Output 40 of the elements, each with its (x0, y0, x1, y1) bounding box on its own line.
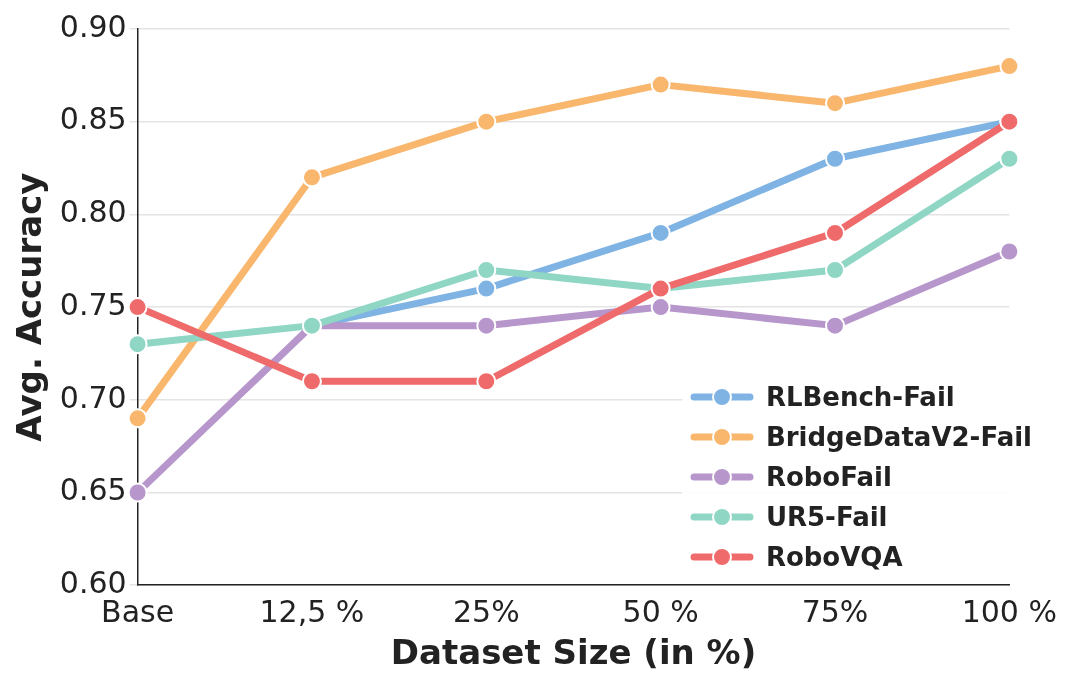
y-tick-label: 0.70 (59, 379, 127, 415)
point (825, 315, 845, 336)
point (127, 482, 148, 503)
point (476, 315, 497, 336)
point (476, 371, 497, 392)
x-tick-label: 12,5 % (259, 594, 365, 629)
point (476, 278, 497, 299)
point (301, 371, 322, 392)
x-axis-title: Dataset Size (in %) (390, 632, 757, 673)
y-axis-title: Avg. Accuracy (9, 172, 50, 442)
y-tick-label: 0.75 (59, 286, 127, 322)
point (999, 148, 1020, 169)
x-tick-label: 100 % (961, 594, 1057, 629)
point (127, 408, 148, 429)
legend-label: RoboVQA (765, 542, 903, 572)
point (999, 241, 1020, 262)
legend-label: RoboFail (765, 462, 892, 492)
x-tick-label: 75% (801, 594, 869, 629)
x-tick-label: 50 % (622, 594, 699, 629)
point (301, 167, 322, 188)
y-tick-label: 0.90 (59, 8, 127, 44)
point (825, 260, 845, 281)
x-tick-label: 25% (452, 594, 520, 629)
y-tick-label: 0.85 (59, 101, 127, 137)
point (650, 74, 671, 95)
point (476, 111, 497, 132)
y-tick-label: 0.80 (59, 194, 127, 230)
point (127, 334, 148, 355)
point (825, 148, 845, 169)
point (825, 222, 845, 243)
point (650, 297, 671, 318)
point (825, 93, 845, 114)
point (476, 260, 497, 281)
legend-label: UR5-Fail (765, 502, 888, 532)
y-tick-label: 0.65 (59, 472, 127, 508)
point (999, 56, 1020, 77)
point (650, 222, 671, 243)
legend-label: BridgeDataV2-Fail (765, 422, 1032, 452)
legend-label: RLBench-Fail (765, 382, 955, 412)
point (127, 297, 148, 318)
